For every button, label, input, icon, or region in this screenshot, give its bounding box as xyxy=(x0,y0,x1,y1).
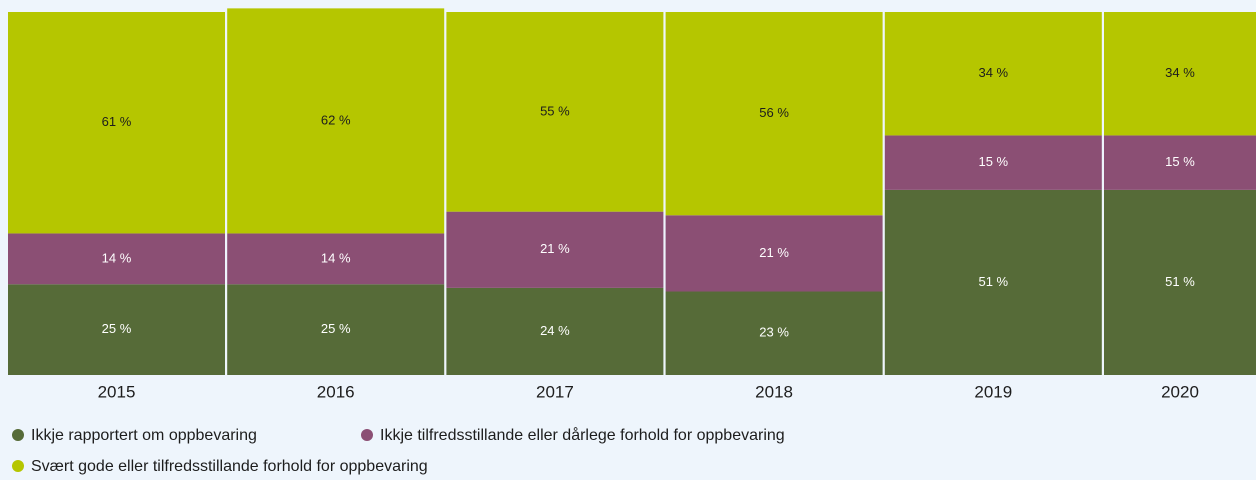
bar-segment xyxy=(227,233,445,285)
value-label: 55 % xyxy=(540,103,570,118)
bar-segment xyxy=(665,291,883,375)
bar-segment xyxy=(884,135,1102,190)
value-label: 23 % xyxy=(759,325,789,340)
x-tick-label: 2018 xyxy=(755,382,793,401)
value-label: 14 % xyxy=(321,250,351,265)
legend-label: Svært gode eller tilfredsstillande forho… xyxy=(31,458,428,475)
legend-marker xyxy=(12,460,24,472)
bar-segment xyxy=(446,211,664,288)
value-label: 25 % xyxy=(321,321,351,336)
bar-segment xyxy=(1104,189,1256,375)
value-label: 24 % xyxy=(540,323,570,338)
bar-segment xyxy=(884,189,1102,375)
x-tick-label: 2017 xyxy=(536,382,574,401)
value-label: 51 % xyxy=(978,274,1008,289)
value-label: 34 % xyxy=(1165,65,1195,80)
bar-segment xyxy=(227,8,445,234)
bar-segment xyxy=(665,12,883,216)
bar-segment xyxy=(884,12,1102,136)
bar-segment xyxy=(1104,12,1256,136)
bar-segment xyxy=(665,215,883,292)
bar-segment xyxy=(1104,135,1256,190)
bar-segment xyxy=(8,284,225,375)
legend-label: Ikkje tilfredsstillande eller dårlege fo… xyxy=(380,426,785,444)
bar-segment xyxy=(8,233,225,285)
bar-segment xyxy=(446,12,664,212)
value-label: 15 % xyxy=(1165,154,1195,169)
value-label: 21 % xyxy=(540,241,570,256)
value-label: 21 % xyxy=(759,245,789,260)
x-tick-label: 2020 xyxy=(1161,382,1199,401)
value-label: 25 % xyxy=(102,321,132,336)
bar-segment xyxy=(227,284,445,375)
legend-marker xyxy=(361,429,373,441)
value-label: 15 % xyxy=(978,154,1008,169)
value-label: 51 % xyxy=(1165,274,1195,289)
value-label: 62 % xyxy=(321,112,351,127)
x-tick-label: 2015 xyxy=(98,382,136,401)
value-label: 34 % xyxy=(978,65,1008,80)
bar-segment xyxy=(446,287,664,375)
value-label: 56 % xyxy=(759,105,789,120)
value-label: 14 % xyxy=(102,250,132,265)
legend-label: Ikkje rapportert om oppbevaring xyxy=(31,427,257,444)
x-tick-label: 2019 xyxy=(974,382,1012,401)
legend-marker xyxy=(12,429,24,441)
x-tick-label: 2016 xyxy=(317,382,355,401)
value-label: 61 % xyxy=(102,114,132,129)
bar-segment xyxy=(8,12,225,234)
